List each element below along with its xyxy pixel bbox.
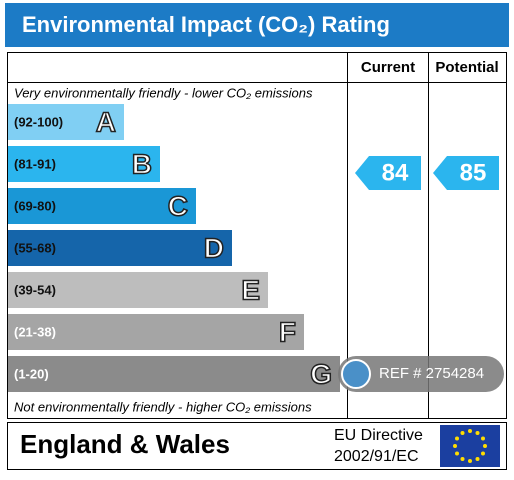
eu-stars bbox=[453, 429, 487, 463]
watermark-icon bbox=[341, 359, 371, 389]
eu-star bbox=[475, 431, 480, 436]
band-range: (69-80) bbox=[14, 198, 56, 213]
title: Environmental Impact (CO₂) Rating bbox=[22, 12, 390, 37]
band-bar bbox=[8, 146, 160, 182]
band-letter: A bbox=[96, 106, 116, 137]
footer-region: England & Wales bbox=[20, 429, 230, 459]
watermark: REF # 2754284 bbox=[379, 365, 484, 382]
rating-arrow bbox=[433, 156, 499, 190]
watermark-pill bbox=[338, 356, 504, 392]
eu-star bbox=[480, 451, 485, 456]
band-bar bbox=[8, 314, 304, 350]
band-letter: C bbox=[168, 190, 188, 221]
footer-frame bbox=[7, 422, 507, 470]
band-bar bbox=[8, 272, 268, 308]
rating-value: 84 bbox=[382, 159, 409, 186]
eu-star bbox=[455, 436, 460, 441]
title-bar bbox=[5, 3, 509, 47]
band-bar bbox=[8, 188, 196, 224]
band-range: (39-54) bbox=[14, 282, 56, 297]
rating-value: 85 bbox=[460, 159, 487, 186]
eu-star bbox=[483, 444, 487, 448]
eu-star bbox=[480, 436, 485, 441]
band-bar bbox=[8, 104, 124, 140]
directive-line: 2002/91/EC bbox=[334, 448, 419, 465]
band-range: (1-20) bbox=[14, 366, 49, 381]
rating-arrow bbox=[355, 156, 421, 190]
band-range: (21-38) bbox=[14, 324, 56, 339]
directive-line: EU Directive bbox=[334, 427, 423, 444]
band-letter: B bbox=[132, 148, 152, 179]
band-range: (81-91) bbox=[14, 156, 56, 171]
top-note: Very environmentally friendly - lower CO… bbox=[14, 85, 313, 100]
eu-star bbox=[475, 456, 480, 461]
band-letter: E bbox=[241, 274, 260, 305]
band-letter: G bbox=[310, 358, 332, 389]
band-bar bbox=[8, 356, 340, 392]
band-letter: D bbox=[204, 232, 224, 263]
potential-header: Potential bbox=[435, 59, 498, 76]
eu-star bbox=[460, 456, 465, 461]
current-header: Current bbox=[361, 59, 415, 76]
bottom-note: Not environmentally friendly - higher CO… bbox=[14, 399, 312, 414]
band-range: (55-68) bbox=[14, 240, 56, 255]
main-frame bbox=[7, 52, 507, 419]
eu-star bbox=[468, 459, 472, 463]
eu-star bbox=[455, 451, 460, 456]
eu-star bbox=[468, 429, 472, 433]
eu-star bbox=[460, 431, 465, 436]
eu-star bbox=[453, 444, 457, 448]
band-letter: F bbox=[279, 316, 296, 347]
band-range: (92-100) bbox=[14, 114, 63, 129]
band-bar bbox=[8, 230, 232, 266]
